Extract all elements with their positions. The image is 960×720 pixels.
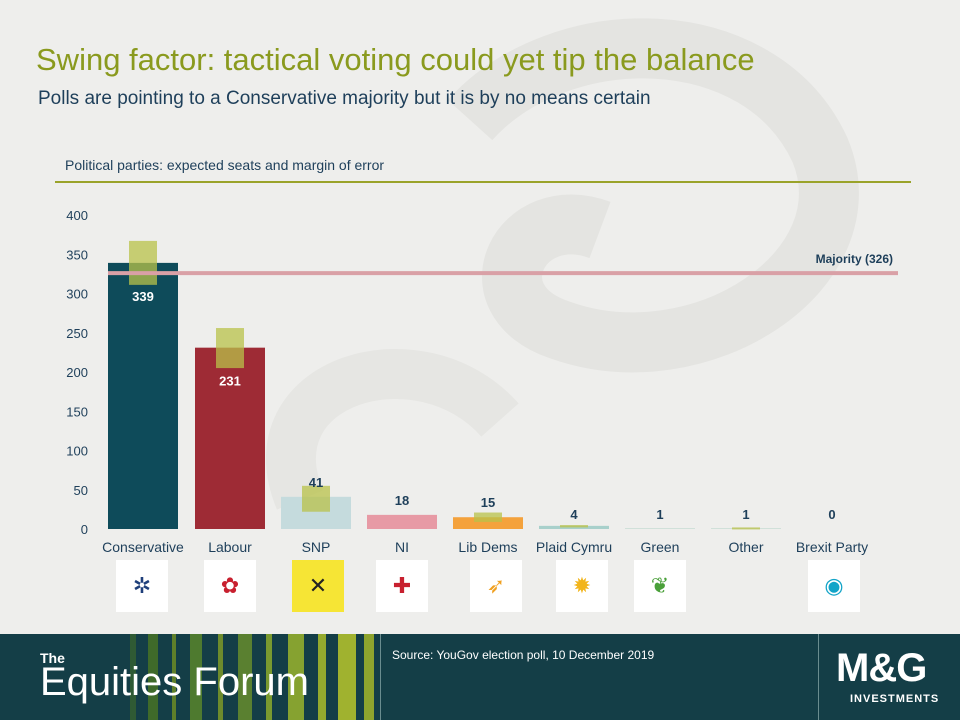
footer-forum-name: Equities Forum [40, 660, 309, 704]
data-label: 41 [309, 475, 323, 490]
data-label: 18 [395, 493, 409, 508]
x-tick-label: SNP [302, 539, 331, 555]
footer-divider [380, 634, 381, 720]
x-tick-label: Green [641, 539, 680, 555]
footer-stripes [130, 634, 374, 720]
data-label: 231 [219, 374, 241, 389]
x-tick-label: Brexit Party [796, 539, 868, 555]
y-tick-label: 200 [66, 365, 88, 380]
x-tick-label: Conservative [102, 539, 184, 555]
red-hand-cross-icon: ✚ [376, 560, 428, 612]
error-range-labour [216, 328, 244, 369]
error-range-lib-dems [474, 512, 502, 522]
mg-logo-subtitle: INVESTMENTS [850, 693, 940, 705]
x-tick-label: Plaid Cymru [536, 539, 612, 555]
y-tick-label: 250 [66, 326, 88, 341]
footer-bar [0, 634, 960, 720]
chart-heading: Political parties: expected seats and ma… [65, 157, 385, 173]
footer-the: The [40, 650, 65, 666]
data-label: 4 [570, 507, 578, 522]
error-range-other [732, 527, 760, 530]
x-tick-label: Lib Dems [458, 539, 517, 555]
y-tick-label: 350 [66, 247, 88, 262]
data-label: 1 [656, 507, 663, 522]
error-range-snp [302, 485, 330, 512]
data-label: 0 [828, 507, 835, 522]
mg-logo: M&G [836, 646, 927, 690]
y-tick-label: 0 [81, 522, 88, 537]
poppy-icon: ✹ [556, 560, 608, 612]
error-range-conservative [129, 240, 157, 285]
heading-rule [55, 181, 911, 183]
page-title: Swing factor: tactical voting could yet … [36, 42, 755, 77]
leaf-tree-icon: ❦ [634, 560, 686, 612]
error-range-plaid-cymru [560, 525, 588, 528]
x-tick-label: NI [395, 539, 409, 555]
union-flag-tree-icon: ✲ [116, 560, 168, 612]
snp-saltire-icon: ✕ [292, 560, 344, 612]
x-tick-label: Labour [208, 539, 252, 555]
y-tick-label: 300 [66, 287, 88, 302]
data-label: 15 [481, 495, 495, 510]
y-tick-label: 400 [66, 208, 88, 223]
y-tick-label: 150 [66, 404, 88, 419]
bar-labour [195, 347, 265, 529]
bar-lib-dems [453, 517, 523, 529]
y-tick-label: 100 [66, 444, 88, 459]
x-tick-label: Other [728, 539, 763, 555]
bar-ni [367, 514, 437, 529]
data-label: 1 [742, 507, 749, 522]
brexit-party-icon: ◉ [808, 560, 860, 612]
footer-divider-right [818, 634, 819, 720]
page-subtitle: Polls are pointing to a Conservative maj… [38, 88, 651, 109]
red-rose-icon: ✿ [204, 560, 256, 612]
background-watermark [447, 18, 859, 373]
source-note: Source: YouGov election poll, 10 Decembe… [392, 648, 655, 662]
bar-green [625, 528, 695, 529]
y-tick-label: 50 [74, 483, 88, 498]
majority-label: Majority (326) [816, 252, 893, 266]
data-label: 339 [132, 289, 154, 304]
bird-icon: ➶ [470, 560, 522, 612]
bar-conservative [108, 262, 178, 529]
